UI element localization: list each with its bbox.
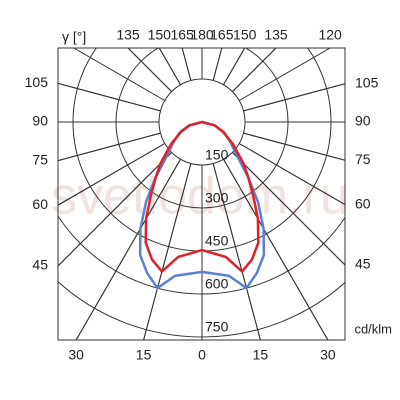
angle-tick-label: 30	[320, 347, 336, 363]
grid-ray	[58, 143, 166, 206]
angle-tick-label: 90	[355, 113, 371, 129]
unit-label: cd/klm	[354, 321, 392, 336]
grid	[58, 48, 345, 340]
angle-tick-label: 135	[264, 27, 288, 43]
grid-ray	[75, 158, 181, 340]
grid-ray	[127, 48, 172, 92]
grid-ray	[212, 163, 261, 340]
grid-ray	[181, 48, 192, 81]
grid-ray	[223, 48, 246, 86]
angle-tick-label: 60	[32, 196, 48, 212]
angle-tick-label: 45	[355, 256, 371, 272]
angle-tick-label: 75	[355, 151, 371, 167]
angle-tick-label: 90	[32, 113, 48, 129]
grid-ray	[238, 48, 331, 101]
grid-ray	[238, 143, 345, 205]
angle-tick-label: 30	[68, 347, 84, 363]
curves	[138, 120, 266, 290]
watermark: svetlodom.ru	[51, 168, 349, 226]
grid-ray	[212, 48, 223, 81]
radial-tick-label: 300	[205, 190, 229, 206]
angle-tick-label: 60	[355, 195, 371, 211]
intensity-curve	[144, 120, 203, 273]
radial-tick-label: 750	[205, 319, 229, 335]
angle-tick-label: 165	[210, 27, 234, 43]
angle-axis-label: γ [°]	[62, 29, 86, 45]
angle-tick-label: 15	[253, 347, 269, 363]
angle-tick-label: 105	[355, 74, 379, 90]
angle-tick-label: 135	[116, 27, 140, 43]
grid-ray	[58, 132, 161, 162]
angle-tick-label: 150	[233, 27, 257, 43]
radial-tick-label: 600	[205, 276, 229, 292]
grid-ray	[158, 48, 181, 86]
radial-tick-label: 150	[205, 147, 229, 163]
grid-ray	[243, 83, 345, 112]
angle-tick-label: 0	[198, 347, 206, 363]
grid-ray	[73, 48, 166, 101]
grid-ray	[223, 158, 329, 340]
grid-ray	[58, 82, 161, 112]
grid-ray	[58, 152, 172, 267]
grid-ray	[243, 132, 345, 161]
angle-tick-label: 150	[148, 27, 172, 43]
angle-tick-label: 105	[25, 74, 49, 90]
grid-ray	[232, 152, 345, 266]
intensity-curve	[201, 120, 260, 273]
angle-tick-label: 120	[318, 27, 342, 43]
angle-tick-label: 75	[32, 151, 48, 167]
angle-tick-label: 165	[170, 27, 194, 43]
angle-tick-label: 180	[190, 27, 214, 43]
radial-tick-label: 450	[205, 233, 229, 249]
angle-tick-label: 15	[136, 347, 152, 363]
grid-ray	[143, 163, 192, 340]
grid-ray	[232, 48, 277, 92]
angle-tick-label: 45	[32, 257, 48, 273]
